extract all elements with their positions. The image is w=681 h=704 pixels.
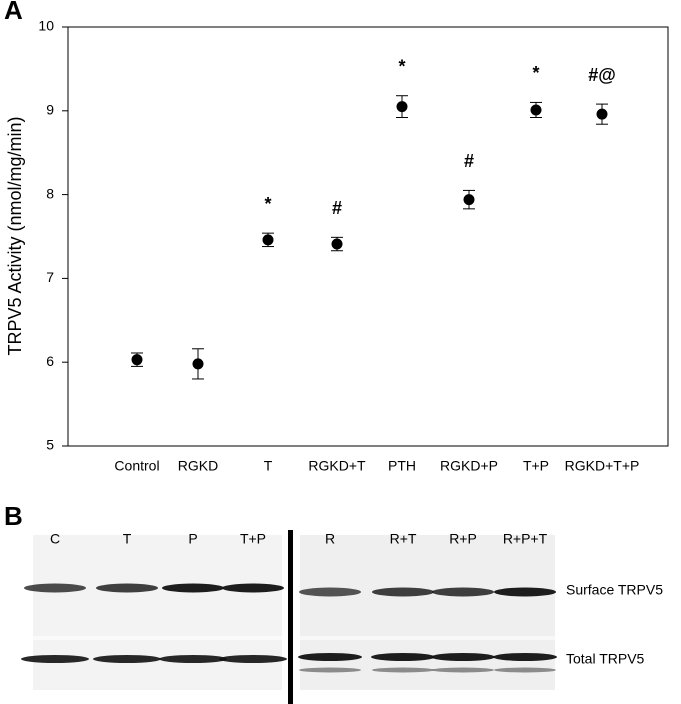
band	[219, 655, 287, 663]
point	[396, 101, 408, 113]
y-tick-label: 6	[46, 353, 54, 369]
band	[299, 667, 361, 673]
plot-frame	[67, 26, 669, 447]
band	[371, 653, 435, 661]
band	[494, 667, 556, 673]
band	[372, 667, 434, 673]
band	[493, 653, 557, 661]
y-tick-label: 9	[46, 102, 54, 118]
lane-label: C	[50, 531, 60, 547]
y-tick-label: 5	[46, 437, 54, 453]
band	[298, 653, 362, 661]
x-tick-label: T+P	[523, 458, 549, 474]
x-tick-label: T	[264, 458, 273, 474]
lane-label: P	[188, 531, 197, 547]
lane-label: T+P	[240, 531, 266, 547]
point	[192, 358, 204, 370]
blot-gap	[33, 636, 282, 640]
y-axis-label: TRPV5 Activity (nmol/mg/min)	[5, 116, 25, 355]
y-tick-label: 8	[46, 185, 54, 201]
blot-left	[33, 535, 282, 690]
row-label: Total TRPV5	[566, 651, 645, 667]
panel-label: A	[4, 0, 23, 25]
annotation: #@	[588, 65, 616, 85]
band	[24, 583, 86, 593]
annotation: #	[464, 151, 474, 171]
lane-label: R+P	[449, 531, 477, 547]
point	[331, 238, 343, 250]
lane-label: R	[325, 531, 335, 547]
band	[299, 587, 361, 597]
panel-label: B	[4, 501, 23, 531]
band	[162, 583, 224, 593]
band	[372, 587, 434, 597]
y-tick-label: 10	[38, 18, 54, 34]
blot-panel	[33, 530, 555, 704]
x-tick-label: RGKD	[178, 458, 218, 474]
lane-label: R+P+T	[503, 531, 548, 547]
x-tick-label: RGKD+T	[308, 458, 366, 474]
lane-label: R+T	[390, 531, 417, 547]
x-tick-label: RGKD+T+P	[565, 458, 640, 474]
point	[131, 354, 143, 366]
blot-right	[300, 535, 555, 690]
x-tick-label: PTH	[388, 458, 416, 474]
annotation: *	[398, 56, 405, 76]
band	[432, 667, 494, 673]
point	[530, 104, 542, 116]
band	[494, 587, 556, 597]
blot-gap	[300, 636, 555, 640]
band	[432, 587, 494, 597]
point	[262, 234, 274, 246]
lane-label: T	[123, 531, 132, 547]
annotation: *	[264, 194, 271, 214]
divider	[288, 530, 293, 704]
band	[159, 655, 227, 663]
band	[93, 655, 161, 663]
y-tick-label: 7	[46, 269, 54, 285]
band	[222, 583, 284, 593]
band	[21, 655, 89, 663]
annotation: #	[332, 198, 342, 218]
band	[96, 583, 158, 593]
x-tick-label: Control	[114, 458, 159, 474]
band	[431, 653, 495, 661]
row-label: Surface TRPV5	[566, 582, 663, 598]
annotation: *	[532, 63, 539, 83]
point	[596, 108, 608, 120]
point	[463, 194, 475, 206]
x-tick-label: RGKD+P	[440, 458, 498, 474]
